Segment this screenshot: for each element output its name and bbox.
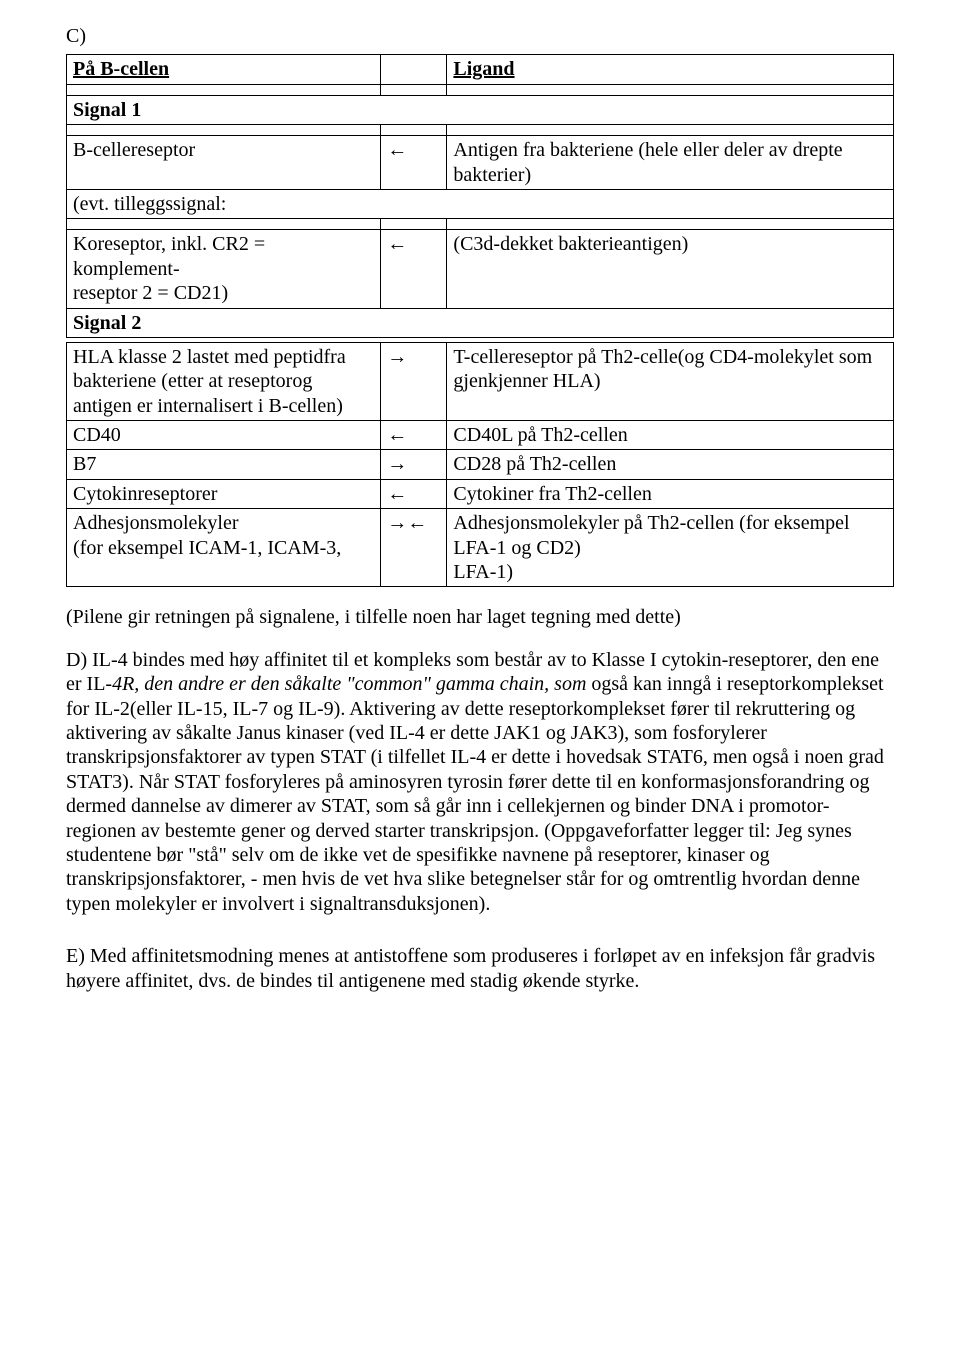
signal2-label: Signal 2 bbox=[73, 312, 141, 334]
table-row: Koreseptor, inkl. CR2 = komplement- rese… bbox=[67, 230, 894, 308]
header-right: Ligand bbox=[453, 58, 514, 80]
table-row: B7 → CD28 på Th2-cellen bbox=[67, 450, 894, 479]
arrow-icon: ← bbox=[381, 230, 447, 308]
para-d-rest: også kan inngå i reseptorkomplekset for … bbox=[66, 673, 884, 915]
table-row: HLA klasse 2 lastet med peptidfra bakter… bbox=[67, 342, 894, 420]
arrow-icon: ← bbox=[381, 421, 447, 450]
cell-right: CD28 på Th2-cellen bbox=[447, 450, 894, 479]
cell-right: Adhesjonsmolekyler på Th2-cellen (for ek… bbox=[447, 509, 894, 587]
para-d-italic: -4R, den andre er den såkalte "common" g… bbox=[105, 673, 586, 695]
note-text: (Pilene gir retningen på signalene, i ti… bbox=[66, 605, 894, 629]
cell-left: Cytokinreseptorer bbox=[67, 479, 381, 508]
cell-left: Koreseptor, inkl. CR2 = komplement- rese… bbox=[67, 230, 381, 308]
table-row: B-cellereseptor ← Antigen fra bakteriene… bbox=[67, 136, 894, 190]
cell-left: (evt. tilleggssignal: bbox=[67, 189, 894, 218]
section-label: C) bbox=[66, 24, 894, 48]
cell-text: Koreseptor, inkl. CR2 = komplement- bbox=[73, 233, 265, 279]
table-row bbox=[67, 84, 894, 95]
paragraph-d: D) IL-4 bindes med høy affinitet til et … bbox=[66, 648, 894, 916]
table-row: Signal 2 bbox=[67, 308, 894, 337]
arrow-icon: ← bbox=[381, 479, 447, 508]
cell-left: B7 bbox=[67, 450, 381, 479]
header-left: På B-cellen bbox=[73, 58, 169, 80]
signal1-label: Signal 1 bbox=[73, 99, 141, 121]
cell-right: (C3d-dekket bakterieantigen) bbox=[447, 230, 894, 308]
table-row: Signal 1 bbox=[67, 95, 894, 124]
table-row: Cytokinreseptorer ← Cytokiner fra Th2-ce… bbox=[67, 479, 894, 508]
table-row: CD40 ← CD40L på Th2-cellen bbox=[67, 421, 894, 450]
table-row: På B-cellen Ligand bbox=[67, 55, 894, 84]
arrow-icon: ← bbox=[381, 136, 447, 190]
cell-left: HLA klasse 2 lastet med peptidfra bakter… bbox=[67, 342, 381, 420]
table-row bbox=[67, 125, 894, 136]
arrow-icon: → bbox=[381, 450, 447, 479]
cell-right: CD40L på Th2-cellen bbox=[447, 421, 894, 450]
paragraph-e: E) Med affinitetsmodning menes at antist… bbox=[66, 944, 894, 993]
cell-right: T-cellereseptor på Th2-celle(og CD4-mole… bbox=[447, 342, 894, 420]
arrow-icon: → bbox=[381, 342, 447, 420]
arrow-icon: →← bbox=[381, 509, 447, 587]
table-signal2-detail: HLA klasse 2 lastet med peptidfra bakter… bbox=[66, 342, 894, 588]
cell-right: Cytokiner fra Th2-cellen bbox=[447, 479, 894, 508]
cell-left: Adhesjonsmolekyler (for eksempel ICAM-1,… bbox=[67, 509, 381, 587]
table-signal: På B-cellen Ligand Signal 1 B-celleresep… bbox=[66, 54, 894, 338]
cell-right: Antigen fra bakteriene (hele eller deler… bbox=[447, 136, 894, 190]
cell-text: reseptor 2 = CD21) bbox=[73, 282, 228, 304]
table-row: Adhesjonsmolekyler (for eksempel ICAM-1,… bbox=[67, 509, 894, 587]
table-row bbox=[67, 219, 894, 230]
cell-left: B-cellereseptor bbox=[67, 136, 381, 190]
cell-left: CD40 bbox=[67, 421, 381, 450]
table-row: (evt. tilleggssignal: bbox=[67, 189, 894, 218]
